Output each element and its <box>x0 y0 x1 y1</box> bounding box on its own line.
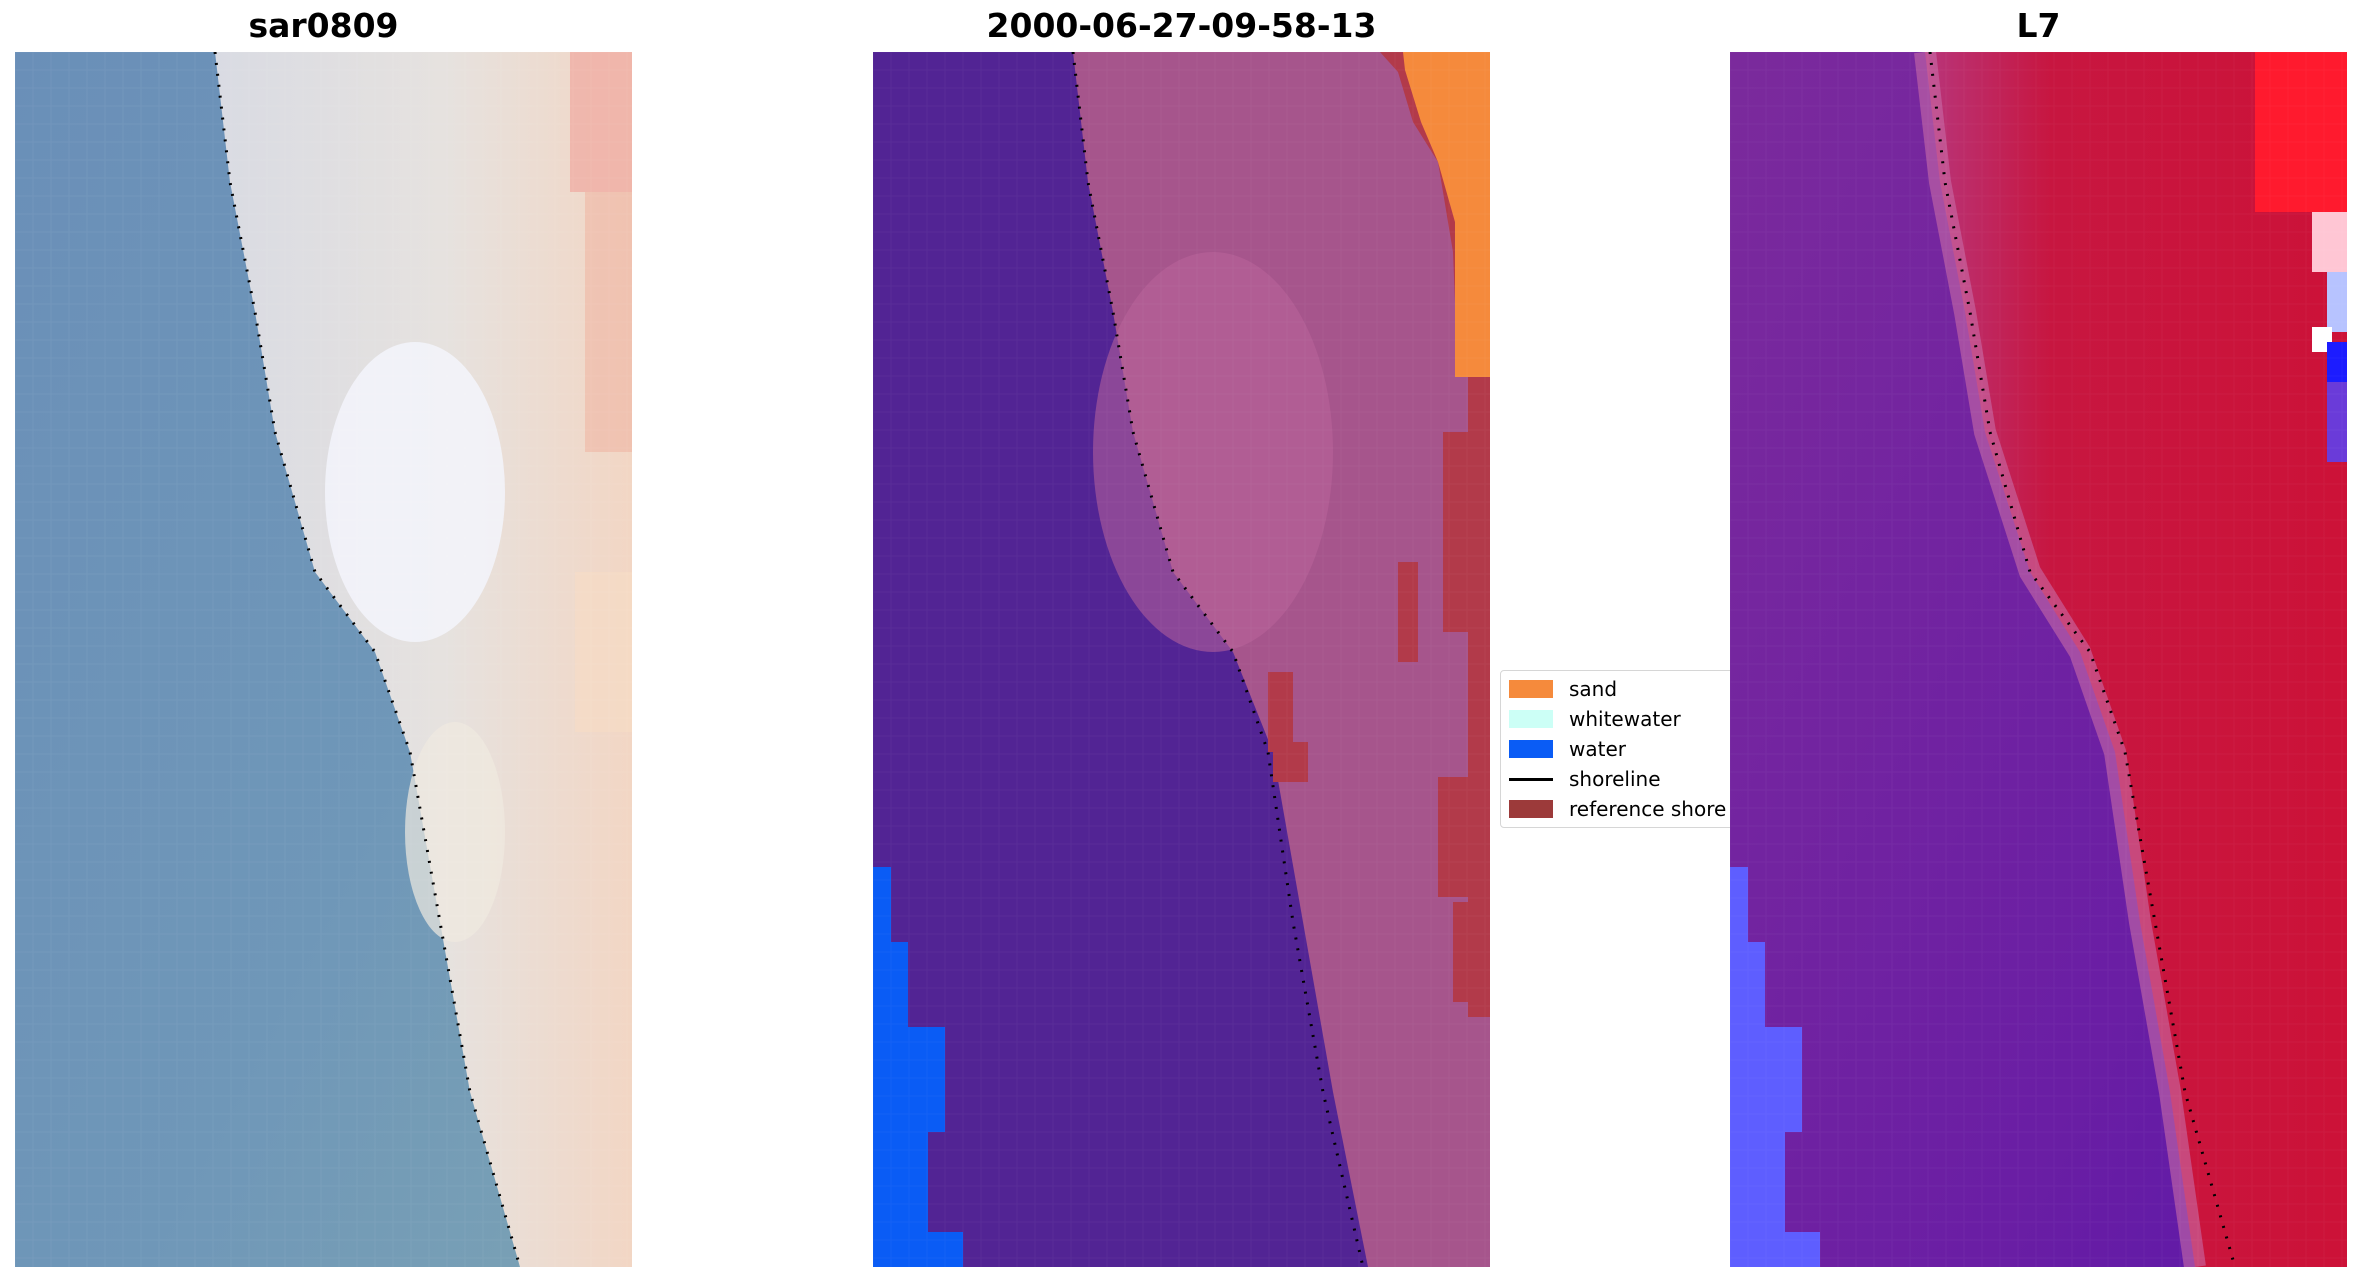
legend-item-shoreline: shoreline <box>1509 767 1661 791</box>
legend: sand whitewater water shoreline referenc… <box>1500 670 1750 828</box>
panel-title-rgb: sar0809 <box>248 6 399 45</box>
classification-image <box>873 52 1490 1267</box>
legend-item-water: water <box>1509 737 1626 761</box>
legend-label-reference-shore: reference shore <box>1569 797 1727 821</box>
panel-title-index: L7 <box>2016 6 2061 45</box>
legend-item-whitewater: whitewater <box>1509 707 1681 731</box>
rgb-image-panel <box>15 52 632 1267</box>
panel-title-classification: 2000-06-27-09-58-13 <box>986 6 1377 45</box>
classification-panel <box>873 52 1490 1267</box>
shoreline-line-icon <box>1509 777 1553 781</box>
water-swatch-icon <box>1509 740 1553 758</box>
whitewater-swatch-icon <box>1509 710 1553 728</box>
legend-label-sand: sand <box>1569 677 1618 701</box>
legend-item-sand: sand <box>1509 677 1617 701</box>
index-image-panel <box>1730 52 2347 1267</box>
reference-shore-swatch-icon <box>1509 800 1553 818</box>
legend-label-shoreline: shoreline <box>1569 767 1661 791</box>
rgb-image <box>15 52 632 1267</box>
index-image <box>1730 52 2347 1267</box>
legend-label-whitewater: whitewater <box>1569 707 1681 731</box>
sand-swatch-icon <box>1509 680 1553 698</box>
legend-label-water: water <box>1569 737 1626 761</box>
legend-item-reference-shore: reference shore <box>1509 797 1726 821</box>
